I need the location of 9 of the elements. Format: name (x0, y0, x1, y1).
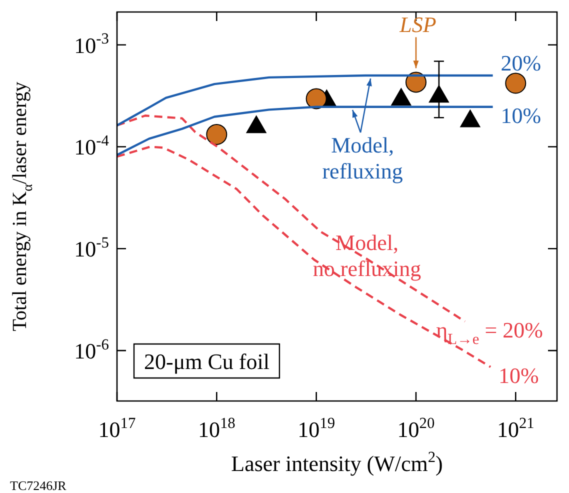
annotation: 20-μm Cu foil (144, 349, 270, 374)
annotation: Model, no refluxing (312, 230, 422, 281)
annotation: Model, refluxing (322, 132, 403, 184)
text: TC7246JR (10, 478, 67, 493)
series-label: 10% (498, 362, 539, 388)
y-axis-title: Total energy in Kα/laser energy (9, 82, 36, 332)
series-label: 20% (500, 50, 542, 76)
annotation: LSP (398, 12, 436, 38)
series-label: 10% (500, 102, 542, 128)
